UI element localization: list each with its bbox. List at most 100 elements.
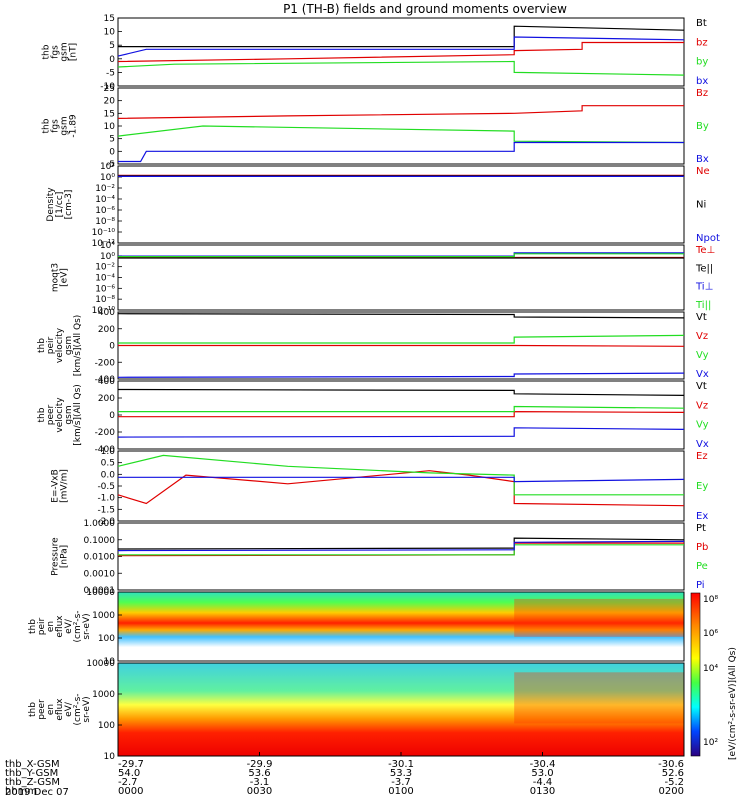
y-tick-label: 400 (98, 377, 115, 387)
panel-frame-6 (117, 450, 685, 522)
y-axis-label: -1.89 (69, 114, 79, 138)
x-tick-label: -30.4 (530, 759, 556, 770)
y-tick-label: 1.0 (101, 447, 116, 457)
y-tick-label: 400 (98, 308, 115, 318)
y-tick-label: 10 (104, 657, 116, 667)
series-Bx (118, 141, 684, 163)
legend-Vt: Vt (696, 312, 707, 323)
series-bx (117, 36, 685, 57)
x-tick-label: -3.1 (250, 777, 270, 788)
y-axis-label: en (46, 704, 56, 715)
legend-Ti||: Ti|| (695, 300, 711, 311)
y-axis-label: fgs (51, 119, 61, 133)
y-tick-label: 0.0010 (84, 569, 116, 579)
x-tick-label: 0030 (247, 786, 272, 797)
legend-By: By (696, 121, 709, 132)
y-tick-label: -200 (95, 358, 116, 368)
y-tick-label: 100 (98, 634, 115, 644)
y-axis-label: Pressure (51, 537, 61, 576)
y-axis-label: velocity (55, 327, 65, 363)
series-By (117, 125, 685, 144)
y-axis-label: E=-VxB (51, 469, 61, 503)
y-axis-label: peir (46, 336, 56, 354)
y-axis-label: [nPa] (60, 545, 70, 568)
x-tick-label: -2.7 (118, 777, 138, 788)
x-tick-label: 0130 (530, 786, 555, 797)
panel-2: 10²10⁰10⁻²10⁻⁴10⁻⁶10⁻⁸10⁻¹⁰10⁻¹²Density[… (46, 162, 720, 249)
y-axis-label: thb (42, 118, 52, 133)
legend-Pe: Pe (696, 561, 708, 572)
colorbar-tick-0: 10⁸ (703, 595, 718, 605)
y-tick-label: 10⁰ (100, 173, 115, 183)
series-Pi (117, 540, 685, 552)
y-tick-label: -200 (95, 428, 116, 438)
y-tick-label: 15 (104, 109, 115, 119)
y-axis-label: thb (37, 338, 47, 353)
y-axis-label: fgs (51, 45, 61, 59)
legend-Ez: Ez (696, 451, 708, 462)
y-tick-label: 0 (109, 147, 115, 157)
legend-bx: bx (696, 76, 708, 87)
x-tick-label: -29.9 (247, 759, 273, 770)
y-tick-label: 10⁻¹⁰ (92, 306, 116, 316)
legend-by: by (696, 57, 708, 68)
y-axis-label: eflux (55, 698, 65, 721)
y-tick-label: -1.5 (97, 505, 115, 515)
series-bz (117, 41, 684, 63)
panel-frame-7 (117, 522, 685, 591)
panel-1: 25 20 15 10 5 0 -5 thb fgs gsm -1.89 Bz By Bx (42, 84, 709, 170)
y-axis-label: gsm (64, 336, 74, 355)
y-tick-label: 0.1000 (84, 536, 116, 546)
legend-Vz: Vz (696, 400, 708, 411)
x-tick-label: -30.1 (388, 759, 414, 770)
legend-Pt: Pt (696, 523, 706, 534)
series-Ti|| (118, 253, 684, 258)
panel-frame-8 (117, 591, 685, 662)
y-tick-label: 0.0001 (84, 586, 116, 596)
panel-frame-0 (117, 17, 685, 87)
y-tick-label: -1.0 (97, 494, 115, 504)
y-axis-label: [1/cc] (55, 192, 65, 218)
legend-Pi: Pi (696, 580, 705, 591)
y-tick-label: 10⁻⁴ (95, 274, 115, 284)
y-tick-label: 10⁻² (95, 263, 115, 273)
legend-Vy: Vy (696, 350, 709, 361)
y-tick-label: 0.5 (101, 459, 115, 469)
series-Bt (118, 25, 685, 48)
y-axis-label: [eV] (60, 268, 70, 287)
series-Ey (117, 454, 684, 496)
y-tick-label: -5 (106, 160, 115, 170)
colorbar-tick-2: 10⁴ (703, 664, 718, 674)
series-Vx (117, 372, 685, 378)
x-tick-label: 52.6 (662, 768, 684, 779)
y-tick-label: 0 (109, 342, 115, 352)
y-axis-label: eflux (55, 615, 65, 638)
spectrogram-region-8 (514, 598, 684, 637)
y-axis-label: thb (42, 44, 52, 59)
x-tick-label: -30.6 (658, 759, 684, 770)
y-tick-label: -2.0 (97, 517, 115, 527)
y-tick-label: 10⁻¹² (92, 239, 116, 249)
panel-9: 10000 1000 100 10 thb peer en eflux eV/(cm²-s-sr… (28, 659, 685, 762)
x-tick-label: -5.2 (664, 777, 684, 788)
legend-Vy: Vy (696, 420, 709, 431)
series-Ex (118, 476, 685, 483)
colorbar-tick-1: 10⁶ (703, 629, 718, 639)
y-tick-label: 25 (104, 84, 115, 94)
y-tick-label: -400 (95, 375, 116, 385)
legend-bz: bz (696, 37, 708, 48)
y-tick-label: -5 (106, 68, 115, 78)
series-Ez (117, 470, 685, 507)
y-axis-label: (cm²-s- (73, 693, 83, 725)
legend-Vx: Vx (696, 369, 709, 380)
series-Vz (118, 344, 685, 347)
legend-Ne: Ne (696, 166, 710, 177)
x-tick-label: -29.7 (118, 759, 144, 770)
y-axis-label: sr-eV) (82, 613, 92, 639)
x-tick-label: 54.0 (118, 768, 140, 779)
y-axis-label: [km/s](All Qs) (73, 315, 83, 377)
spectrogram-region-9 (514, 672, 684, 724)
colorbar-label: [eV/(cm²-s-sr-eV)](All Qs) (728, 647, 738, 760)
